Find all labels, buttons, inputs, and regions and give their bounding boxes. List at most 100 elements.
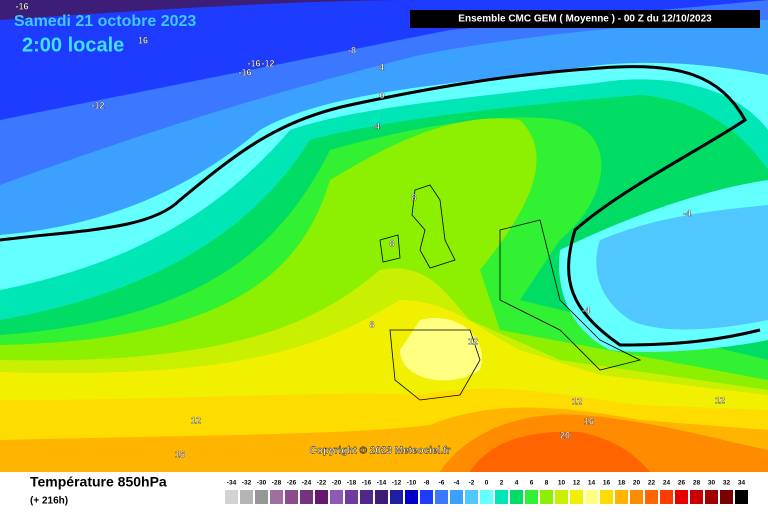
legend-swatch: [375, 490, 388, 504]
contour-label: 8: [369, 319, 374, 329]
contour-label: -4: [376, 62, 384, 72]
legend-swatch: [585, 490, 598, 504]
legend-swatch: [555, 490, 568, 504]
legend-label: 18: [618, 480, 626, 487]
legend-label: 16: [603, 480, 611, 487]
legend-swatch: [630, 490, 643, 504]
legend-swatch: [270, 490, 283, 504]
legend-swatch: [480, 490, 493, 504]
contour-label: 12: [715, 395, 725, 405]
legend-swatch: [435, 490, 448, 504]
legend-label: 14: [588, 480, 596, 487]
legend-label: 12: [573, 480, 581, 487]
legend-label: -20: [332, 480, 342, 487]
legend-label: 24: [663, 480, 671, 487]
legend-label: -10: [407, 480, 417, 487]
band: [400, 318, 482, 381]
legend-swatch: [360, 490, 373, 504]
legend-label: -22: [317, 480, 327, 487]
contour-label: -16: [15, 1, 28, 11]
legend-swatch: [705, 490, 718, 504]
contour-label: -16: [238, 67, 251, 77]
contour-label: 0: [379, 90, 384, 100]
contour-label: 16: [584, 416, 594, 426]
legend-swatch: [450, 490, 463, 504]
legend-label: 4: [515, 480, 519, 487]
legend-label: -34: [227, 480, 237, 487]
legend-swatch: [660, 490, 673, 504]
contour-label: 12: [468, 336, 478, 346]
legend-label: -6: [439, 480, 445, 487]
legend-swatch: [405, 490, 418, 504]
legend-label: -32: [242, 480, 252, 487]
legend-label: 8: [545, 480, 549, 487]
contour-label: -4: [582, 305, 590, 315]
legend-swatch: [525, 490, 538, 504]
legend-label: -24: [302, 480, 312, 487]
contour-label: -12: [261, 58, 274, 68]
legend-swatch: [315, 490, 328, 504]
legend-label: 34: [738, 480, 746, 487]
contour-label: -4: [372, 121, 380, 131]
model-box: [410, 10, 760, 28]
contour-label: 8: [411, 192, 416, 202]
legend-label: 28: [693, 480, 701, 487]
legend-swatch: [645, 490, 658, 504]
legend-swatch: [330, 490, 343, 504]
legend-swatch: [240, 490, 253, 504]
legend-label: -26: [287, 480, 297, 487]
coastline: [379, 184, 642, 401]
legend-label: -4: [454, 480, 460, 487]
contour-label: 12: [191, 415, 201, 425]
legend-label: 10: [558, 480, 566, 487]
zero-contour: [0, 65, 761, 347]
contour-label: 16: [175, 449, 185, 459]
legend-label: 32: [723, 480, 731, 487]
copyright: Copyright © 2023 Meteociel.fr: [310, 446, 451, 457]
legend-swatch: [675, 490, 688, 504]
legend-label: 2: [500, 480, 504, 487]
legend-swatch: [600, 490, 613, 504]
contour-label: 16: [138, 35, 148, 45]
model-info: Ensemble CMC GEM ( Moyenne ) - 00 Z du 1…: [458, 14, 712, 25]
legend-label: -30: [257, 480, 267, 487]
legend-swatch: [300, 490, 313, 504]
legend-label: 22: [648, 480, 656, 487]
legend-swatch: [570, 490, 583, 504]
band: [596, 205, 768, 330]
legend-label: 26: [678, 480, 686, 487]
legend-swatch: [540, 490, 553, 504]
legend-label: 6: [530, 480, 534, 487]
legend-label: -12: [392, 480, 402, 487]
legend-label: -2: [469, 480, 475, 487]
contour-label: -8: [348, 45, 356, 55]
legend-swatch: [390, 490, 403, 504]
legend-label: 20: [633, 480, 641, 487]
legend-label: -18: [347, 480, 357, 487]
contour-label: 20: [560, 430, 570, 440]
legend-swatch: [420, 490, 433, 504]
date: Samedi 21 octobre 2023: [14, 13, 196, 30]
band: [470, 431, 650, 472]
legend-swatch: [285, 490, 298, 504]
legend-label: -8: [424, 480, 430, 487]
legend-swatch: [255, 490, 268, 504]
legend-label: -14: [377, 480, 387, 487]
legend-label: 30: [708, 480, 716, 487]
contour-label: -16: [247, 58, 260, 68]
legend-label: 0: [485, 480, 489, 487]
legend-swatch: [465, 490, 478, 504]
legend-swatch: [615, 490, 628, 504]
legend-label: -28: [272, 480, 282, 487]
contour-label: 8: [389, 238, 394, 248]
contour-label: -12: [91, 100, 104, 110]
legend-swatch: [225, 490, 238, 504]
contour-label: -4: [683, 208, 691, 218]
legend-label: -16: [362, 480, 372, 487]
legend-swatch: [345, 490, 358, 504]
legend-swatch: [690, 490, 703, 504]
local-time: 2:00 locale: [22, 34, 124, 56]
footer-lead: (+ 216h): [30, 496, 68, 507]
legend-swatch: [495, 490, 508, 504]
